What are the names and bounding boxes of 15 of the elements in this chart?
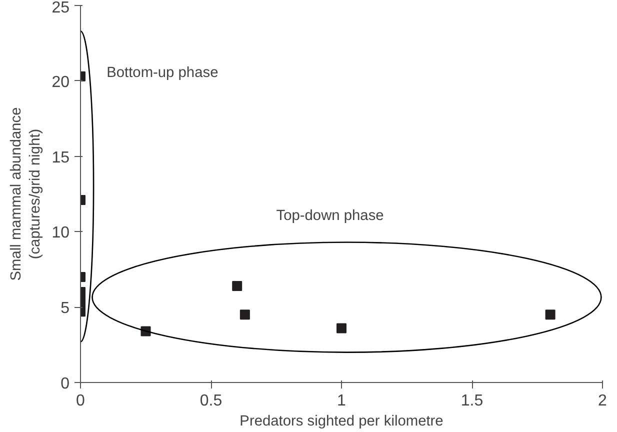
annotation: Bottom-up phase [106,64,218,81]
y-tick-label: 20 [52,74,70,91]
y-axis-title: Small mammal abundance (captures/grid night) [8,107,44,281]
y-tick-label: 5 [60,300,70,318]
x-tick-label: 2 [598,392,608,410]
x-tick-label: 0 [76,392,86,410]
x-tick-label: 1.5 [460,392,484,410]
x-tick-label: 0.5 [200,392,222,410]
y-tick-label: 15 [52,149,70,166]
y-tick-label: 10 [52,224,70,242]
y-tick-label: 0 [60,376,70,392]
annotation: Top-down phase [276,208,384,224]
y-tick-label: 25 [52,0,70,16]
x-axis-title: Predators sighted per kilometre [240,414,444,430]
x-tick-label: 1 [337,392,346,410]
